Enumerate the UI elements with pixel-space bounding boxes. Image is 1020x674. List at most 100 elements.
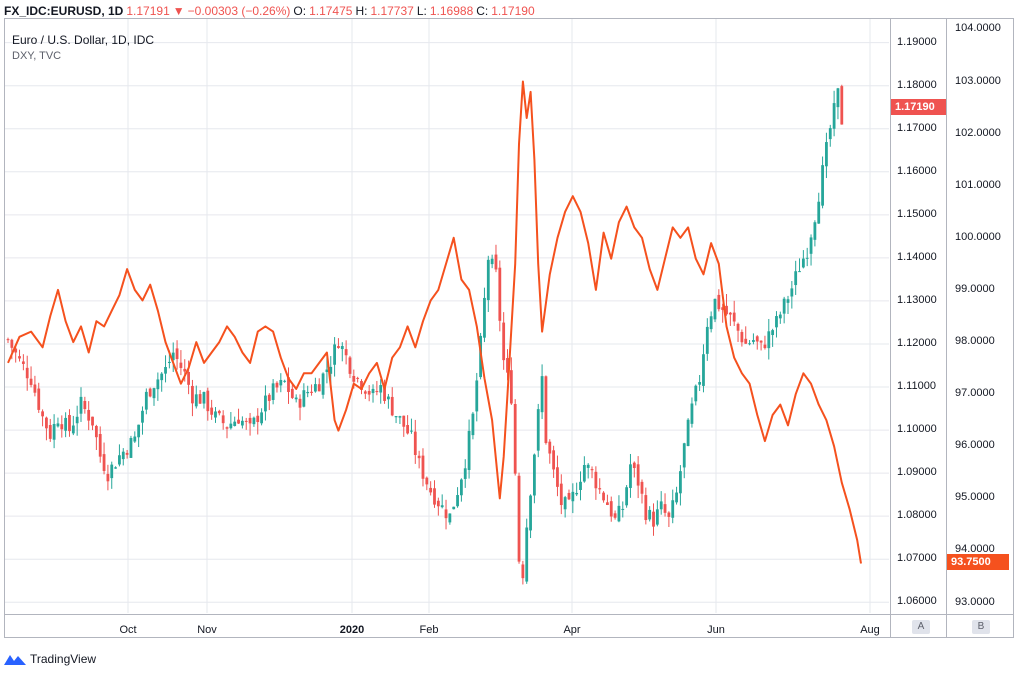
candle-body <box>244 420 248 422</box>
candle-body <box>809 237 813 254</box>
candle-body <box>198 394 202 404</box>
overlay-scale-button[interactable]: B <box>972 620 990 634</box>
candle-body <box>767 331 771 349</box>
price-tick-label: 1.07000 <box>897 552 937 565</box>
candle-body <box>48 425 52 439</box>
candle-body <box>225 427 229 429</box>
candle-body <box>609 501 613 517</box>
candle-body <box>279 379 283 386</box>
candle-body <box>456 495 459 507</box>
candle-body <box>579 481 582 490</box>
candle-body <box>552 450 556 470</box>
candle-body <box>175 348 179 359</box>
candle-body <box>79 396 83 414</box>
open-label: O: <box>293 4 307 18</box>
candle-body <box>778 314 782 319</box>
candle-body <box>275 382 279 388</box>
overlay-tick-label: 93.0000 <box>955 595 995 608</box>
candle-body <box>125 452 129 455</box>
low-label: L: <box>416 4 427 18</box>
candle-body <box>148 388 152 397</box>
candle-body <box>179 362 183 368</box>
candle-body <box>367 390 371 395</box>
candle-body <box>191 385 194 404</box>
time-tick-label: Aug <box>860 624 880 636</box>
candle-body <box>306 391 310 394</box>
overlay-tick-label: 95.0000 <box>955 491 995 504</box>
candle-body <box>690 403 694 424</box>
candle-body <box>636 464 640 486</box>
main-series-legend[interactable]: Euro / U.S. Dollar, 1D, IDC <box>12 33 155 47</box>
candle-body <box>356 377 360 379</box>
tradingview-logo[interactable]: TradingView <box>4 652 96 666</box>
open-value: 1.17475 <box>309 4 353 18</box>
candle-body <box>410 430 413 432</box>
high-value: 1.17737 <box>370 4 414 18</box>
candle-body <box>229 423 233 429</box>
candle-body <box>744 338 748 344</box>
candle-body <box>118 455 121 465</box>
candle-body <box>421 455 425 479</box>
candle-body <box>540 376 544 413</box>
candle-body <box>210 407 214 415</box>
overlay-tick-label: 103.0000 <box>955 74 1001 87</box>
candle-body <box>144 391 148 410</box>
candle-body <box>667 512 671 517</box>
close-value: 1.17190 <box>491 4 535 18</box>
candle-body <box>302 390 306 407</box>
candle-body <box>83 400 87 410</box>
time-tick-label: 2020 <box>339 624 365 636</box>
candle-body <box>25 367 29 379</box>
candle-body <box>452 506 456 510</box>
time-tick-label: Oct <box>119 624 137 636</box>
down-arrow-icon: ▼ <box>172 4 185 18</box>
candle-body <box>567 492 571 500</box>
candle-body <box>655 509 659 525</box>
candle-body <box>110 464 114 479</box>
candle-body <box>821 165 824 206</box>
candle-body <box>267 394 271 401</box>
candle-body <box>494 254 498 270</box>
overlay-tick-label: 100.0000 <box>955 230 1001 243</box>
close-label: C: <box>476 4 489 18</box>
candle-body <box>390 396 394 416</box>
candle-body <box>433 488 436 505</box>
time-axis-divider <box>4 614 1014 615</box>
brand-name: TradingView <box>30 652 97 666</box>
candle-body <box>18 356 21 359</box>
candle-body <box>571 491 575 502</box>
candle-body <box>563 497 567 510</box>
candle-body <box>406 425 410 434</box>
candle-body <box>60 424 64 430</box>
candle-body <box>659 501 663 510</box>
candle-body <box>386 396 390 400</box>
price-tick-label: 1.16000 <box>897 164 937 177</box>
candle-body <box>817 201 821 224</box>
candle-body <box>436 500 440 507</box>
candle-body <box>348 357 352 374</box>
symbol-header: FX_IDC:EURUSD, 1D 1.17191 ▼ −0.00303 (−0… <box>4 3 538 19</box>
candle-body <box>248 417 252 424</box>
candle-body <box>713 298 717 320</box>
candle-body <box>728 312 732 315</box>
candle-body <box>513 404 517 474</box>
candle-body <box>329 366 333 374</box>
symbol-name[interactable]: FX_IDC:EURUSD, 1D <box>4 4 124 18</box>
candle-body <box>594 471 598 489</box>
candle-body <box>509 370 513 404</box>
candle-body <box>736 323 740 331</box>
candle-body <box>675 492 678 503</box>
candle-body <box>801 258 805 268</box>
candle-body <box>759 340 763 343</box>
candle-body <box>490 258 494 265</box>
auto-scale-button[interactable]: A <box>912 620 930 634</box>
candle-body <box>271 383 275 400</box>
candle-body <box>294 397 298 400</box>
candle-body <box>383 385 386 401</box>
chart-frame[interactable] <box>4 18 1014 638</box>
candle-body <box>429 487 433 493</box>
candle-body <box>459 479 463 496</box>
overlay-tick-label: 104.0000 <box>955 22 1001 35</box>
overlay-series-legend[interactable]: DXY, TVC <box>12 50 62 62</box>
